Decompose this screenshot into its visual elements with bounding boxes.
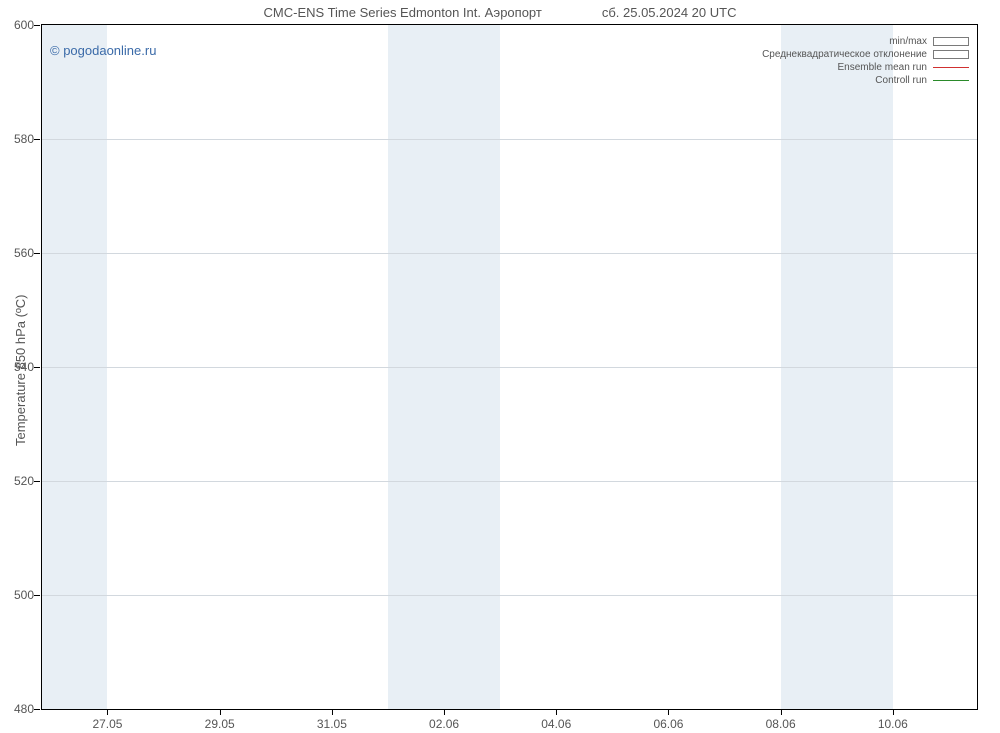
- chart-subtitle: сб. 25.05.2024 20 UTC: [602, 5, 737, 20]
- legend-swatch: [933, 50, 969, 59]
- legend-label: Ensemble mean run: [838, 61, 928, 74]
- legend-item: Ensemble mean run: [762, 61, 969, 74]
- x-tick-label: 02.06: [429, 717, 459, 731]
- legend-label: min/max: [889, 35, 927, 48]
- legend: min/maxСреднеквадратическое отклонениеEn…: [762, 35, 969, 87]
- gridline: [42, 253, 977, 254]
- gridline: [42, 595, 977, 596]
- title-row: CMC-ENS Time Series Edmonton Int. Аэропо…: [0, 0, 1000, 24]
- gridline: [42, 481, 977, 482]
- legend-swatch: [933, 37, 969, 46]
- y-tick-label: 560: [2, 246, 34, 260]
- x-tick-label: 29.05: [205, 717, 235, 731]
- y-tick-label: 600: [2, 18, 34, 32]
- y-tick-label: 580: [2, 132, 34, 146]
- chart-title: CMC-ENS Time Series Edmonton Int. Аэропо…: [264, 5, 542, 20]
- legend-label: Controll run: [875, 74, 927, 87]
- watermark: © pogodaonline.ru: [50, 43, 156, 58]
- x-tick-label: 08.06: [766, 717, 796, 731]
- y-tick-label: 500: [2, 588, 34, 602]
- legend-line: [933, 67, 969, 68]
- x-tick-label: 31.05: [317, 717, 347, 731]
- gridline: [42, 139, 977, 140]
- x-tick-label: 27.05: [92, 717, 122, 731]
- chart-container: CMC-ENS Time Series Edmonton Int. Аэропо…: [0, 0, 1000, 733]
- x-tick-label: 04.06: [541, 717, 571, 731]
- x-tick-label: 10.06: [878, 717, 908, 731]
- plot-area: © pogodaonline.ru min/maxСреднеквадратич…: [41, 24, 978, 710]
- x-tick-label: 06.06: [653, 717, 683, 731]
- y-tick-label: 520: [2, 474, 34, 488]
- y-tick-label: 480: [2, 702, 34, 716]
- legend-line: [933, 80, 969, 81]
- legend-label: Среднеквадратическое отклонение: [762, 48, 927, 61]
- legend-item: Среднеквадратическое отклонение: [762, 48, 969, 61]
- y-axis-label: Temperature 850 hPa (ºC): [13, 295, 28, 446]
- legend-item: Controll run: [762, 74, 969, 87]
- legend-item: min/max: [762, 35, 969, 48]
- gridline: [42, 367, 977, 368]
